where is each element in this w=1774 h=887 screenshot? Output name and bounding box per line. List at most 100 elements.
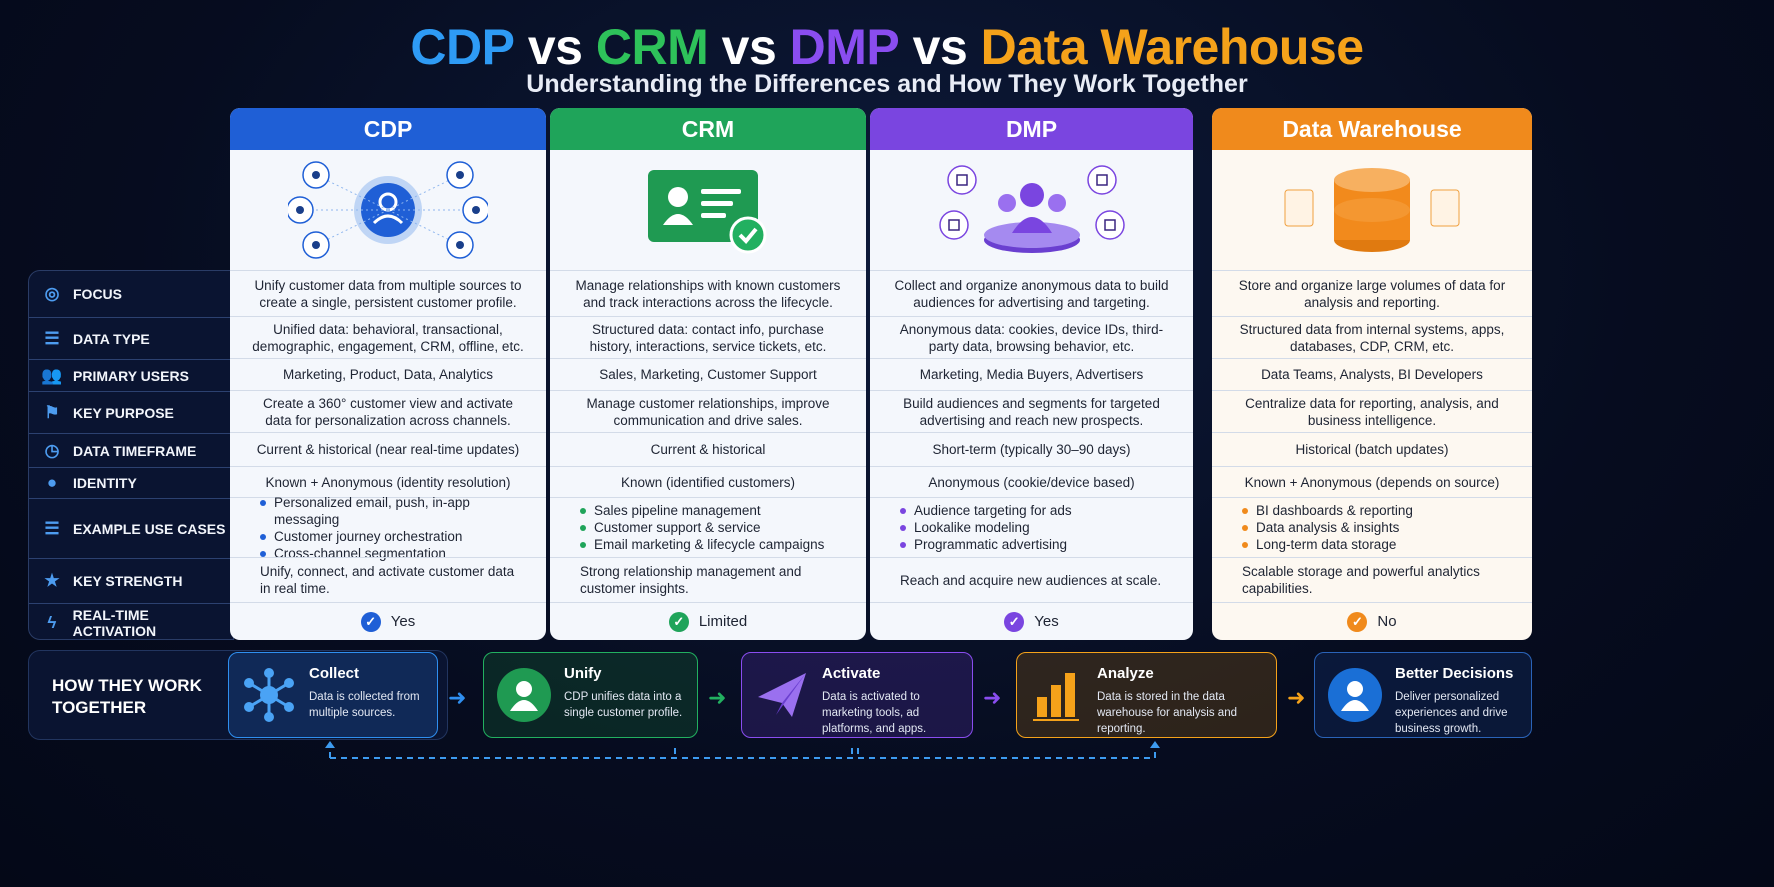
row-identity: Known (identified customers) (550, 466, 866, 497)
lightning-icon: ϟ (47, 612, 57, 632)
row-primary-users: Marketing, Media Buyers, Advertisers (870, 358, 1193, 390)
row-label-text: PRIMARY USERS (73, 367, 189, 384)
step-description: CDP unifies data into a single customer … (564, 691, 683, 719)
customer-profile-hub-icon (230, 150, 546, 270)
column-header: CRM (550, 108, 866, 150)
page-subtitle: Understanding the Differences and How Th… (526, 70, 1248, 98)
use-case-item: Programmatic advertising (900, 536, 1072, 553)
how-panel (28, 650, 448, 740)
row-strength: Scalable storage and powerful analytics … (1212, 557, 1532, 602)
title-part: vs (899, 19, 981, 75)
step-activate: Activate Data is activated to marketing t… (741, 652, 973, 738)
target-icon: ◎ (44, 284, 60, 303)
title-part: CDP (410, 19, 515, 75)
column-dmp: DMP Collect and organize anonymous data t… (870, 108, 1193, 640)
arrow-right-icon: ➜ (708, 685, 727, 710)
how-they-work-together-label: HOW THEY WORK TOGETHER (52, 676, 202, 717)
column-header: DMP (870, 108, 1193, 150)
row-timeframe: Current & historical (550, 432, 866, 466)
row-key-purpose: Build audiences and segments for targete… (870, 390, 1193, 432)
use-case-item: Lookalike modeling (900, 519, 1072, 536)
row-data-type: Structured data from internal systems, a… (1212, 316, 1532, 358)
step-description: Deliver personalized experiences and dri… (1395, 691, 1508, 735)
user-icon: ● (46, 473, 58, 492)
check-circle-icon: ✓ (360, 611, 381, 632)
row-timeframe: Historical (batch updates) (1212, 432, 1532, 466)
column-header: CDP (230, 108, 546, 150)
row-strength: Strong relationship management and custo… (550, 557, 866, 602)
check-circle-icon: ✓ (1004, 611, 1025, 632)
step-collect: Collect Data is collected from multiple s… (228, 652, 438, 738)
use-case-item: BI dashboards & reporting (1242, 502, 1413, 519)
arrow-right-icon: ➜ (983, 685, 1002, 710)
row-primary-users: Sales, Marketing, Customer Support (550, 358, 866, 390)
row-label-key-strength: ★ KEY STRENGTH (29, 558, 233, 603)
row-use_cases: Audience targeting for ads Lookalike mode… (870, 497, 1193, 557)
flag-icon: ⚑ (44, 402, 60, 422)
row-realtime: ✓ No (1212, 602, 1532, 640)
column-header: Data Warehouse (1212, 108, 1532, 150)
use-case-item: Audience targeting for ads (900, 502, 1072, 519)
use-case-item: Cross-channel segmentation (260, 545, 526, 562)
row-use_cases: Sales pipeline management Customer suppor… (550, 497, 866, 557)
column-data-warehouse: Data Warehouse Store and organize large v… (1212, 108, 1532, 640)
network-icon (239, 665, 299, 725)
row-primary-users: Marketing, Product, Data, Analytics (230, 358, 546, 390)
use-case-item: Personalized email, push, in-app messagi… (260, 494, 526, 528)
row-realtime: ✓ Limited (550, 602, 866, 640)
step-title: Better Decisions (1395, 665, 1514, 682)
column-crm: CRM Manage relationships with known custo… (550, 108, 866, 640)
row-label-primary-users: 👥 PRIMARY USERS (29, 359, 233, 391)
star-icon: ★ (44, 571, 60, 590)
row-use_cases: Personalized email, push, in-app messagi… (230, 494, 546, 561)
row-focus: Manage relationships with known customer… (550, 270, 866, 316)
row-focus: Store and organize large volumes of data… (1212, 270, 1532, 316)
feedback-dashed-line (325, 741, 1160, 759)
paper-plane-icon (752, 665, 812, 725)
arrow-right-icon: ➜ (1287, 685, 1306, 710)
use-case-item: Long-term data storage (1242, 536, 1413, 553)
row-label-text: DATA TIMEFRAME (73, 442, 197, 459)
step-analyze: Analyze Data is stored in the data wareho… (1016, 652, 1277, 738)
database-icon: ☰ (44, 328, 60, 348)
row-identity: Known + Anonymous (depends on source) (1212, 466, 1532, 497)
row-label-example-use-cases: ☰ EXAMPLE USE CASES (29, 498, 233, 558)
step-title: Collect (309, 665, 360, 682)
row-labels-panel: ◎ FOCUS ☰ DATA TYPE 👥 PRIMARY USERS ⚑ KEY PURPO… (28, 270, 234, 640)
realtime-value: Limited (698, 613, 748, 630)
row-key-purpose: Create a 360° customer view and activate… (230, 390, 546, 432)
step-title: Unify (564, 665, 602, 682)
clock-icon: ◷ (44, 440, 60, 460)
row-data-type: Structured data: contact info, purchase … (550, 316, 866, 358)
use-case-item: Sales pipeline management (580, 502, 824, 519)
row-realtime: ✓ Yes (230, 602, 546, 640)
users-icon: 👥 (41, 365, 63, 385)
row-focus: Unify customer data from multiple source… (230, 270, 546, 316)
row-label-data-timeframe: ◷ DATA TIMEFRAME (29, 433, 233, 467)
use-case-item: Data analysis & insights (1242, 519, 1413, 536)
row-label-text: DATA TYPE (73, 330, 150, 347)
audience-group-icon (870, 150, 1193, 270)
row-label-real-time-activation: ϟ REAL-TIME ACTIVATION (29, 603, 233, 641)
row-label-text: FOCUS (73, 286, 122, 302)
row-focus: Collect and organize anonymous data to b… (870, 270, 1193, 316)
database-cylinder-icon (1212, 150, 1532, 270)
row-label-text: EXAMPLE USE CASES (73, 520, 226, 537)
row-timeframe: Short-term (typically 30–90 days) (870, 432, 1193, 466)
row-label-focus: ◎ FOCUS (29, 271, 233, 317)
realtime-value: No (1377, 613, 1397, 630)
row-strength: Unify, connect, and activate customer da… (230, 557, 546, 602)
row-identity: Anonymous (cookie/device based) (870, 466, 1193, 497)
use-case-item: Email marketing & lifecycle campaigns (580, 536, 824, 553)
realtime-value: Yes (1034, 613, 1059, 630)
use-case-item: Customer journey orchestration (260, 528, 526, 545)
arrow-right-icon: ➜ (448, 685, 467, 710)
step-better-decisions: Better Decisions Deliver personalized exp… (1314, 652, 1532, 738)
row-label-text: IDENTITY (73, 475, 137, 491)
title-part: Data Warehouse (980, 19, 1364, 75)
row-use_cases: BI dashboards & reporting Data analysis &… (1212, 497, 1532, 557)
row-label-text: REAL-TIME ACTIVATION (72, 606, 157, 639)
database-icon: ☰ (44, 518, 60, 538)
step-description: Data is activated to marketing tools, ad… (822, 691, 927, 735)
row-realtime: ✓ Yes (870, 602, 1193, 640)
